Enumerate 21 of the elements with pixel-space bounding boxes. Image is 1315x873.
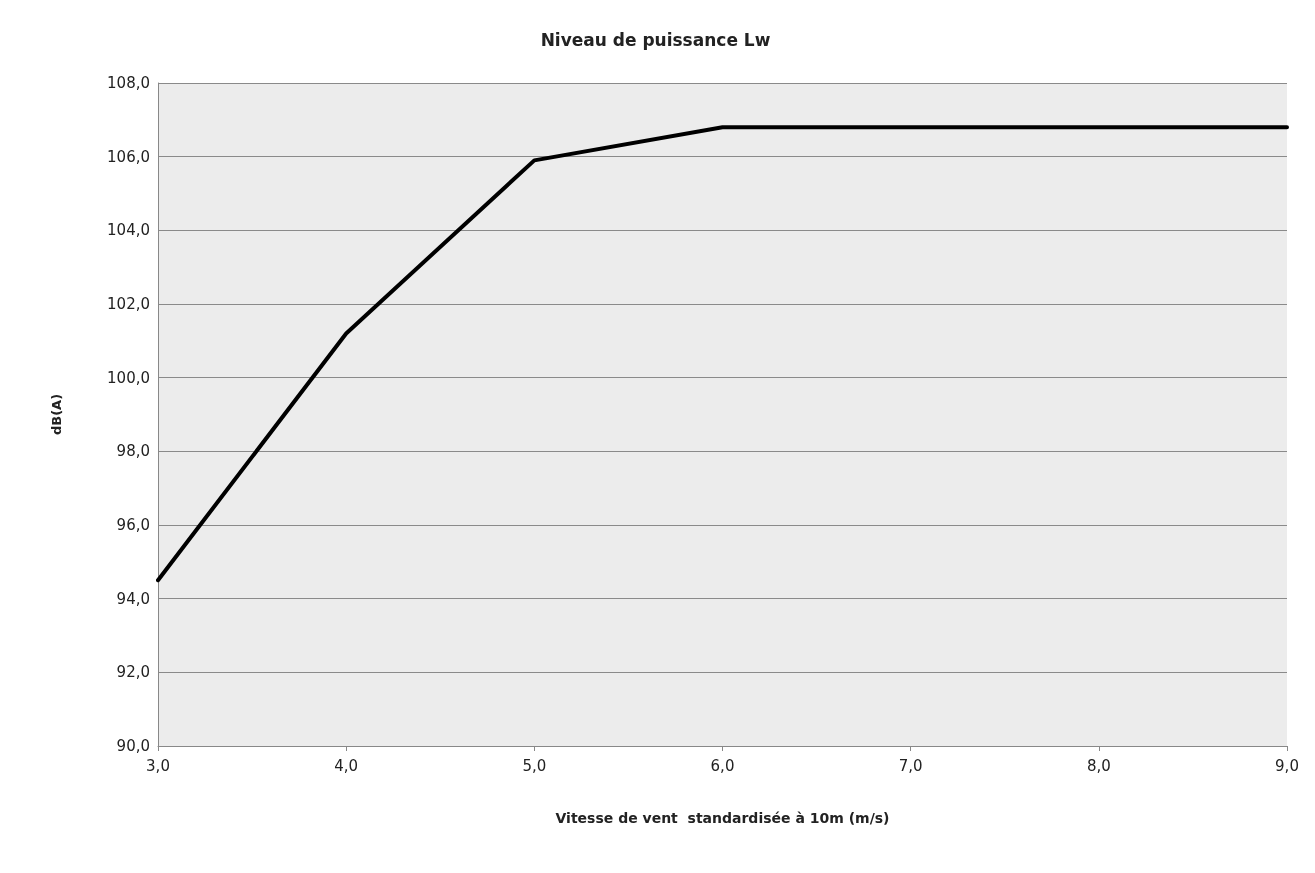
- x-axis-title: Vitesse de vent standardisée à 10m (m/s): [555, 810, 890, 826]
- y-tick-label: 106,0: [107, 147, 150, 166]
- chart-title: Niveau de puissance Lw: [540, 29, 771, 50]
- y-tick-label: 92,0: [116, 663, 150, 682]
- x-tick-label: 5,0: [522, 756, 547, 775]
- x-tick-label: 9,0: [1275, 756, 1299, 775]
- x-tick-label: 6,0: [710, 756, 735, 775]
- y-tick-label: 96,0: [116, 516, 150, 534]
- x-tick-label: 3,0: [146, 756, 170, 775]
- x-tick-label: 7,0: [898, 756, 923, 775]
- y-tick-label: 98,0: [116, 442, 150, 461]
- y-tick-label: 102,0: [107, 295, 150, 313]
- x-tick-label: 8,0: [1086, 756, 1111, 775]
- y-tick-label: 100,0: [107, 368, 150, 387]
- x-tick-label: 4,0: [334, 756, 359, 775]
- y-tick-label: 94,0: [116, 589, 150, 608]
- y-tick-label: 104,0: [107, 221, 150, 240]
- y-tick-label: 90,0: [116, 737, 150, 755]
- line-series: [156, 125, 1289, 583]
- y-axis-title: dB(A): [49, 393, 64, 436]
- y-tick-label: 108,0: [107, 74, 150, 92]
